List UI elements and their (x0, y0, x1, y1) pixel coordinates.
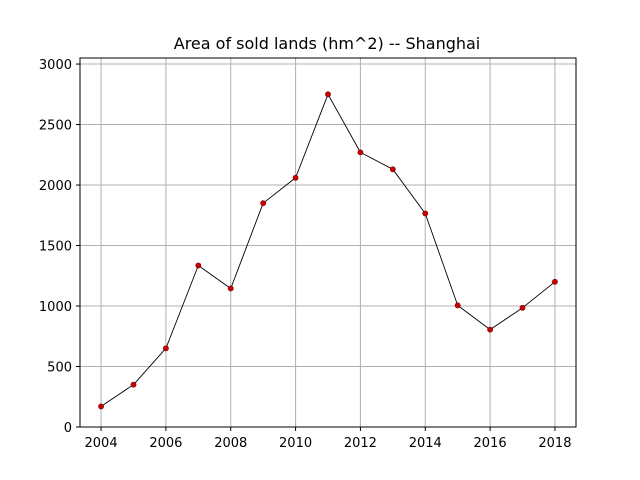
tick-layer: 2004 2006 2008 2010 2012 2014 2016 2018 0 500 1000… (39, 58, 572, 451)
data-point (98, 403, 104, 410)
data-point (195, 262, 202, 269)
data-point (389, 166, 396, 173)
y-tick-label: 0 (64, 421, 72, 436)
x-tick-label: 2010 (279, 436, 312, 451)
series-line (100, 93, 556, 407)
y-tick-label: 1000 (39, 300, 72, 315)
x-tick-label: 2008 (214, 436, 247, 451)
y-tick-label: 2000 (39, 179, 72, 194)
y-tick-label: 1500 (39, 240, 72, 255)
axes-layer (79, 57, 577, 428)
data-point (163, 345, 169, 352)
y-tick-label: 3000 (39, 58, 72, 73)
data-point (292, 174, 299, 181)
x-tick-label: 2016 (474, 436, 507, 451)
data-point (519, 304, 526, 311)
data-point (227, 285, 234, 292)
plot-frame (79, 57, 577, 428)
x-tick-label: 2014 (409, 436, 442, 451)
y-tick-label: 2500 (39, 119, 72, 134)
data-point (487, 326, 493, 333)
x-tick-label: 2006 (149, 436, 182, 451)
data-point (422, 210, 429, 217)
data-point (454, 302, 461, 309)
series-layer (98, 91, 558, 410)
data-point (130, 381, 137, 388)
x-tick-label: 2012 (344, 436, 377, 451)
y-tick-label: 500 (47, 361, 72, 376)
data-point (357, 149, 364, 156)
chart-title: Area of sold lands (hm^2) -- Shanghai (174, 34, 481, 53)
data-point (325, 91, 331, 98)
data-point (260, 200, 267, 207)
data-point (552, 278, 558, 285)
grid-layer (80, 58, 576, 428)
x-tick-label: 2004 (85, 436, 118, 451)
x-tick-label: 2018 (538, 436, 571, 451)
